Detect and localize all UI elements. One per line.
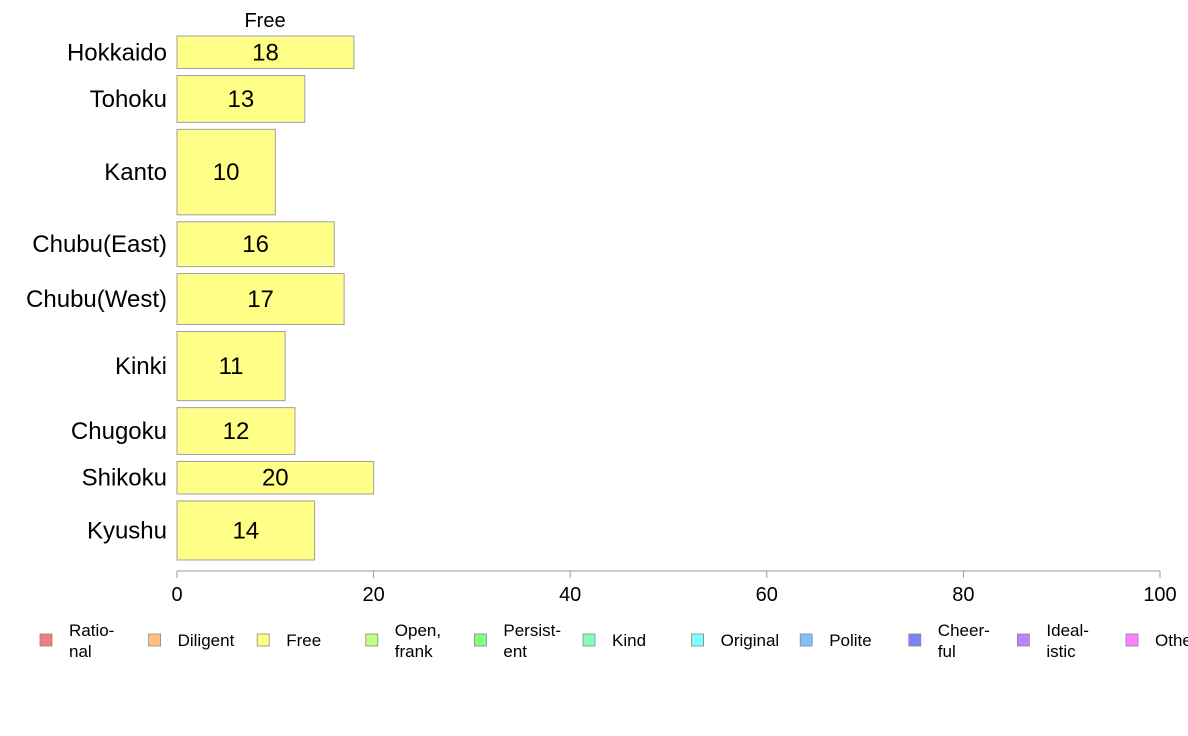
category-label: Shikoku	[82, 465, 167, 492]
data-label: 16	[242, 231, 269, 258]
legend-label: Ratio-nal	[69, 621, 114, 661]
x-tick-label: 20	[362, 584, 384, 606]
legend-swatch	[365, 633, 379, 647]
legend-label: Othe	[1155, 631, 1188, 650]
x-axis: 0 20 40 60 80 100	[171, 570, 1177, 606]
data-label: 11	[219, 353, 244, 380]
legend-label: Cheer-ful	[938, 621, 990, 661]
legend-swatch	[582, 633, 596, 647]
data-label: 13	[228, 86, 255, 113]
category-label: Hokkaido	[67, 39, 167, 66]
bar-shikoku	[176, 460, 375, 495]
category-label: Tohoku	[90, 86, 167, 113]
legend-swatch	[39, 633, 53, 647]
bar-tohoku	[176, 75, 306, 123]
legend-swatch	[256, 633, 270, 647]
data-label: 20	[262, 465, 289, 492]
legend-label: Diligent	[178, 631, 235, 650]
legend-label: Ideal-istic	[1046, 621, 1089, 661]
x-tick-label: 0	[171, 584, 182, 606]
legend-label: Persist-ent	[503, 621, 561, 661]
bar-chubu-west-	[176, 273, 345, 325]
category-label: Kanto	[104, 159, 167, 186]
bar-kyushu	[176, 500, 316, 561]
legend: Ratio-nal Diligent Free Open, frank Persist-e…	[39, 621, 1188, 661]
data-label: 12	[223, 418, 250, 445]
category-label: Kinki	[115, 353, 167, 380]
bar-hokkaido	[176, 35, 355, 70]
legend-label: Kind	[612, 631, 646, 650]
category-label: Kyushu	[87, 517, 167, 544]
legend-swatch	[148, 633, 162, 647]
legend-swatch	[473, 633, 487, 647]
legend-swatch	[1125, 633, 1139, 647]
legend-label: Original	[721, 631, 780, 650]
data-label: 14	[232, 517, 259, 544]
x-tick-label: 60	[756, 584, 778, 606]
legend-swatch	[908, 633, 922, 647]
legend-swatch	[799, 633, 813, 647]
chart-title: Free	[244, 10, 285, 32]
data-label: 18	[252, 39, 279, 66]
bar-chugoku	[176, 407, 296, 455]
x-tick-label: 100	[1143, 584, 1176, 606]
data-label: 10	[213, 159, 240, 186]
legend-swatch	[691, 633, 704, 647]
x-tick-label: 40	[559, 584, 581, 606]
legend-label: Polite	[829, 631, 872, 650]
bar-group: Hokkaido 18 Tohoku 13 Kanto 10 Chubu(East) 16 Ch…	[26, 35, 375, 561]
category-label: Chubu(East)	[32, 231, 167, 258]
category-label: Chubu(West)	[26, 286, 167, 313]
x-tick-label: 80	[952, 584, 974, 606]
bar-kanto	[176, 128, 276, 216]
legend-label: Free	[286, 631, 321, 650]
bar-kinki	[176, 330, 286, 402]
bar-chubu-east-	[176, 221, 335, 268]
category-label: Chugoku	[71, 418, 167, 445]
legend-label: Open, frank	[395, 621, 441, 661]
data-label: 17	[247, 286, 274, 313]
legend-swatch	[1017, 633, 1030, 647]
